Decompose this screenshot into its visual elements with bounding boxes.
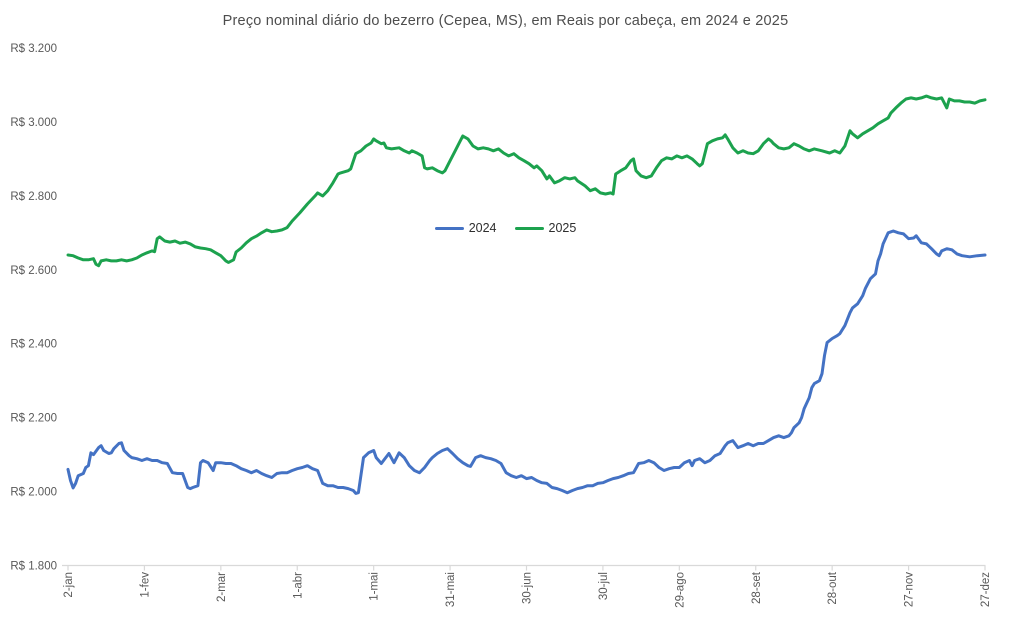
x-axis-label: 30-jun	[522, 572, 534, 604]
x-axis-label: 28-set	[751, 571, 763, 604]
x-axis-label: 29-ago	[674, 572, 686, 608]
series-line-2025[interactable]	[66, 94, 987, 268]
series-line-2024[interactable]	[66, 229, 987, 495]
x-axis-label: 30-jul	[598, 572, 610, 600]
x-axis-label: 27-nov	[904, 572, 916, 607]
x-axis-label: 1-mai	[369, 572, 381, 601]
x-axis-label: 2-jan	[63, 572, 75, 598]
x-axis-label: 27-dez	[980, 572, 992, 607]
y-axis-label: R$ 3.200	[10, 43, 57, 55]
y-axis-label: R$ 3.000	[10, 117, 57, 129]
x-axis-label: 1-fev	[139, 572, 151, 598]
y-axis-label: R$ 2.200	[10, 413, 57, 425]
y-axis-label: R$ 1.800	[10, 561, 57, 573]
legend-label-2024: 2024	[468, 221, 497, 235]
legend-label-2025: 2025	[548, 221, 577, 235]
x-axis-label: 1-abr	[292, 572, 304, 599]
y-axis-label: R$ 2.600	[10, 265, 57, 277]
y-axis-label: R$ 2.000	[10, 487, 57, 499]
x-axis-label: 2-mar	[216, 572, 228, 602]
x-axis-label: 28-out	[827, 571, 839, 604]
chart-legend[interactable]: 2024 2025	[0, 221, 1011, 235]
legend-item-2024[interactable]: 2024	[434, 221, 497, 235]
legend-line-swatch-2024-icon	[434, 226, 464, 230]
y-axis-label: R$ 2.800	[10, 191, 57, 203]
legend-item-2025[interactable]: 2025	[514, 221, 577, 235]
legend-line-swatch-2025-icon	[514, 226, 544, 230]
y-axis-label: R$ 2.400	[10, 339, 57, 351]
x-axis-label: 31-mai	[445, 572, 457, 607]
chart-title: Preço nominal diário do bezerro (Cepea, …	[222, 13, 789, 29]
